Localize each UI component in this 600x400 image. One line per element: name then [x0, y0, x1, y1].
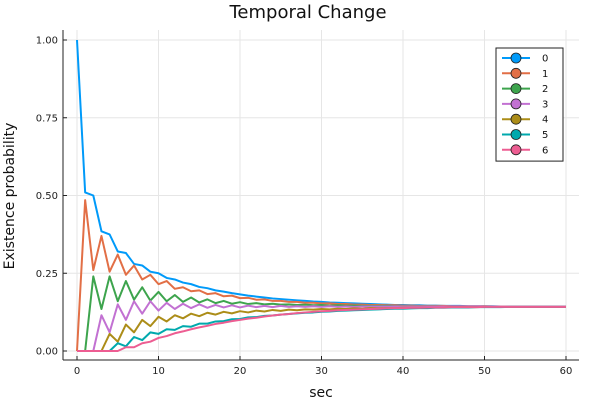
legend-marker-4 [510, 113, 522, 125]
axes: 0 10 20 30 40 50 600.000.250.500.751.00 [36, 30, 579, 377]
legend-label-2: 2 [542, 84, 548, 95]
y-tick-label: 0.25 [36, 269, 58, 280]
y-tick-label: 0.50 [36, 191, 58, 202]
x-tick-label: 30 [315, 366, 328, 377]
x-axis-title: sec [309, 385, 333, 400]
x-tick-label: 40 [397, 366, 410, 377]
legend-marker-2 [510, 83, 522, 94]
legend-marker-0 [510, 52, 522, 64]
y-tick-label: 0.75 [36, 113, 58, 124]
x-tick-label: 60 [560, 366, 573, 377]
x-tick-label: 20 [234, 366, 247, 377]
x-tick-label: 10 [152, 366, 165, 377]
x-tick-label: 0 [74, 366, 80, 377]
legend-label-0: 0 [542, 54, 548, 65]
grid [63, 30, 579, 360]
legend: 0 1 2 3 4 5 6 [495, 47, 564, 162]
legend-label-4: 4 [542, 115, 548, 126]
legend-marker-1 [510, 67, 522, 79]
legend-label-6: 6 [542, 145, 548, 156]
series-layer [76, 39, 566, 352]
chart-title: Temporal Change [228, 2, 386, 23]
legend-marker-3 [510, 98, 522, 110]
y-tick-label: 1.00 [36, 36, 58, 47]
x-tick-label: 50 [478, 366, 491, 377]
series-line-6 [77, 305, 566, 352]
legend-marker-6 [510, 144, 522, 156]
legend-marker-5 [510, 129, 522, 140]
y-tick-label: 0.00 [36, 347, 58, 358]
legend-label-5: 5 [542, 130, 548, 141]
y-axis-title: Existence probability [2, 123, 18, 270]
legend-label-3: 3 [542, 99, 548, 110]
legend-label-1: 1 [542, 69, 548, 80]
